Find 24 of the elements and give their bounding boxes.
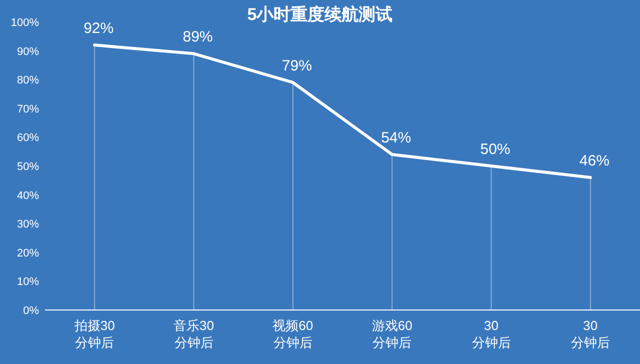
y-tick-label: 80% bbox=[16, 74, 40, 87]
y-tick-label: 10% bbox=[16, 276, 40, 288]
text: 46% bbox=[579, 152, 610, 170]
x-tick-label: 30 分钟后 bbox=[570, 318, 610, 350]
y-tick-label: 0% bbox=[23, 305, 40, 317]
text: 89% bbox=[182, 28, 213, 46]
y-tick-label: 40% bbox=[16, 190, 40, 202]
text: 92% bbox=[84, 20, 114, 38]
y-tick-label: 70% bbox=[16, 103, 40, 116]
y-tick-label: 30% bbox=[16, 218, 40, 231]
y-tick-label: 60% bbox=[16, 132, 40, 144]
y-tick-label: 20% bbox=[16, 247, 40, 260]
text: 54% bbox=[381, 129, 412, 146]
text: 50% bbox=[480, 141, 510, 158]
x-tick-label: 30 分钟后 bbox=[472, 318, 511, 350]
x-tick-label: 拍摄30 分钟后 bbox=[73, 318, 115, 350]
x-tick-label: 游戏60 分钟后 bbox=[372, 318, 412, 350]
text: 79% bbox=[282, 57, 312, 74]
y-tick-label: 100% bbox=[10, 17, 40, 29]
x-tick-label: 音乐30 分钟后 bbox=[174, 318, 214, 350]
y-tick-label: 50% bbox=[16, 161, 40, 173]
title: 5小时重度续航测试 bbox=[247, 5, 393, 24]
y-tick-label: 90% bbox=[16, 46, 40, 58]
x-tick-label: 视频60 分钟后 bbox=[272, 318, 314, 350]
